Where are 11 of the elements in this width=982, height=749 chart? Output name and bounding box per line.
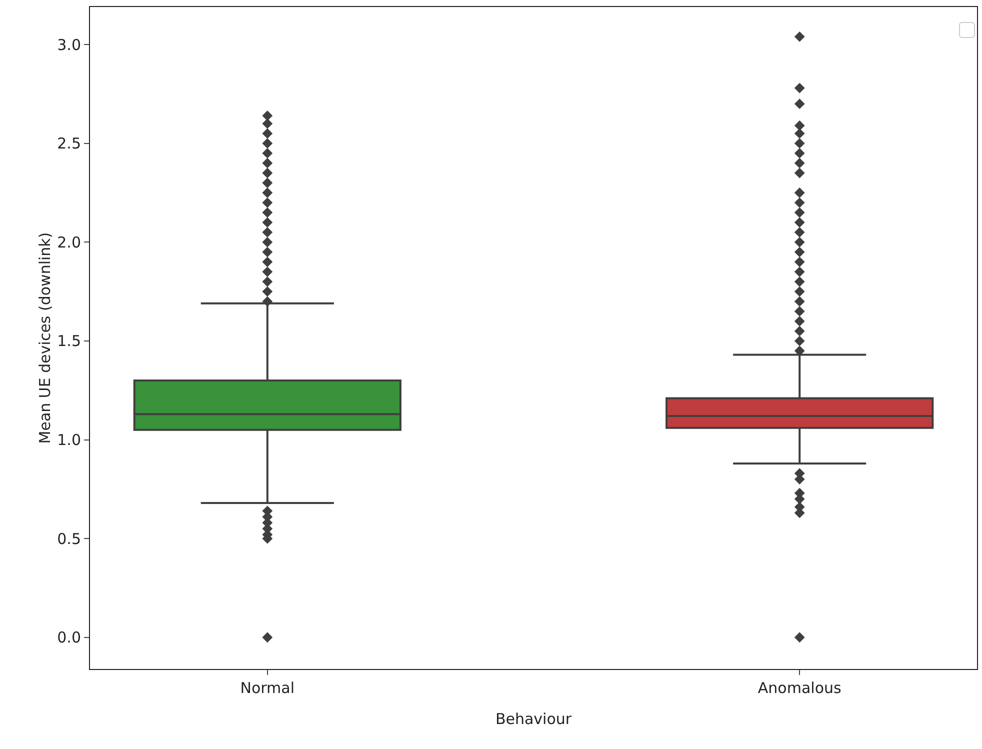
y-axis-title: Mean UE devices (downlink) [36,232,54,444]
y-tick-label: 2.5 [57,134,81,153]
y-tick-label: 0.5 [57,530,81,548]
y-tick-label: 1.5 [57,332,81,350]
y-tick-label: 2.0 [57,233,81,252]
x-tick-label: Normal [240,679,295,697]
x-axis-title: Behaviour [495,710,572,728]
y-tick-label: 0.0 [57,628,81,647]
y-tick-label: 3.0 [57,36,81,54]
x-tick-label: Anomalous [758,679,842,697]
y-tick-label: 1.0 [57,431,81,450]
